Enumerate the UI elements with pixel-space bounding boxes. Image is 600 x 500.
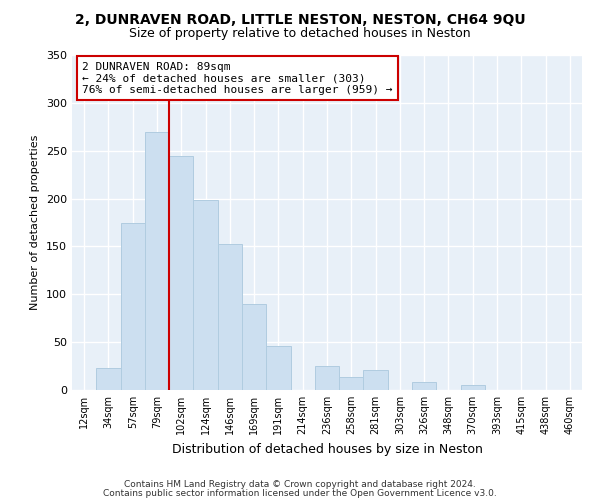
Text: Contains public sector information licensed under the Open Government Licence v3: Contains public sector information licen…	[103, 488, 497, 498]
Bar	[169, 156, 193, 390]
Y-axis label: Number of detached properties: Number of detached properties	[31, 135, 40, 310]
Bar	[96, 368, 121, 390]
Bar	[412, 382, 436, 390]
Bar	[266, 346, 290, 390]
X-axis label: Distribution of detached houses by size in Neston: Distribution of detached houses by size …	[172, 442, 482, 456]
Bar	[339, 376, 364, 390]
Bar	[121, 222, 145, 390]
Text: 2, DUNRAVEN ROAD, LITTLE NESTON, NESTON, CH64 9QU: 2, DUNRAVEN ROAD, LITTLE NESTON, NESTON,…	[74, 12, 526, 26]
Text: Size of property relative to detached houses in Neston: Size of property relative to detached ho…	[129, 28, 471, 40]
Bar	[461, 385, 485, 390]
Bar	[242, 304, 266, 390]
Bar	[193, 200, 218, 390]
Bar	[218, 244, 242, 390]
Bar	[145, 132, 169, 390]
Bar	[364, 370, 388, 390]
Text: 2 DUNRAVEN ROAD: 89sqm
← 24% of detached houses are smaller (303)
76% of semi-de: 2 DUNRAVEN ROAD: 89sqm ← 24% of detached…	[82, 62, 392, 95]
Bar	[315, 366, 339, 390]
Text: Contains HM Land Registry data © Crown copyright and database right 2024.: Contains HM Land Registry data © Crown c…	[124, 480, 476, 489]
